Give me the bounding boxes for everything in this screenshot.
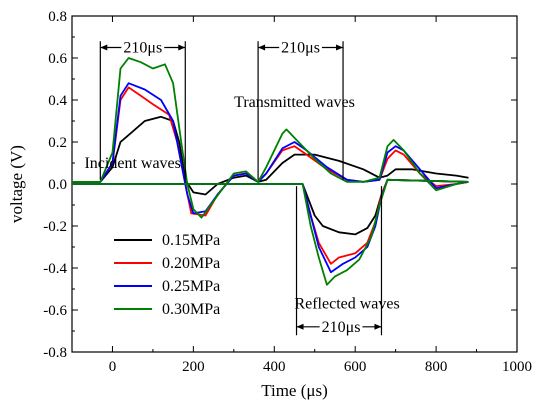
- annotation-label: 210μs: [281, 40, 320, 57]
- annotation-label: 210μs: [123, 40, 162, 57]
- series-layer: [72, 57, 469, 286]
- series-line-6: [72, 178, 469, 274]
- annotation-label: Reflected waves: [294, 296, 399, 313]
- annotation-label: Transmitted waves: [234, 94, 355, 111]
- y-axis-label: voltage (V): [7, 145, 26, 223]
- series-line-3: [72, 57, 469, 219]
- span-arrowhead-left-2: [296, 323, 304, 330]
- annotation-label: 210μs: [322, 319, 361, 336]
- y-tick-label: -0.4: [43, 261, 67, 277]
- x-tick-label: 800: [425, 359, 448, 375]
- y-tick-label: 0.8: [48, 9, 67, 25]
- legend-label-0: 0.15MPa: [162, 232, 220, 249]
- annotation-label-bg: [121, 39, 165, 57]
- series-line-4: [72, 178, 469, 236]
- y-tick-label: 0.4: [48, 93, 67, 109]
- y-tick-label: 0.2: [48, 135, 67, 151]
- x-tick-label: 400: [263, 359, 286, 375]
- legend: 0.15MPa 0.20MPa 0.25MPa 0.30MPa: [114, 232, 220, 318]
- x-tick-label: 0: [109, 359, 117, 375]
- legend-label-3: 0.30MPa: [162, 301, 220, 318]
- x-tick-label: 600: [344, 359, 367, 375]
- annotation-label-bg: [279, 39, 322, 57]
- legend-label-1: 0.20MPa: [162, 255, 220, 272]
- x-axis-label: Time (μs): [261, 381, 328, 400]
- x-tick-label: 1000: [502, 359, 532, 375]
- x-tick-label: 200: [182, 359, 205, 375]
- span-arrowhead-right-2: [374, 323, 382, 330]
- y-tick-label: 0.6: [48, 51, 67, 67]
- annotation-label: Incident waves: [84, 155, 180, 172]
- legend-label-2: 0.25MPa: [162, 278, 220, 295]
- series-line-5: [72, 178, 469, 265]
- span-arrowhead-right-1: [336, 44, 344, 51]
- span-arrowhead-right-0: [178, 44, 186, 51]
- y-tick-label: 0.0: [48, 177, 67, 193]
- annotation-label-bg: [319, 318, 363, 336]
- y-tick-label: -0.2: [43, 219, 67, 235]
- span-arrowhead-left-1: [258, 44, 266, 51]
- series-line-7: [72, 178, 469, 286]
- span-arrowhead-left-0: [100, 44, 108, 51]
- y-tick-label: -0.6: [43, 303, 67, 319]
- span-layer: [99, 41, 383, 336]
- annotation-layer: Incident waves Transmitted waves Reflected…: [84, 39, 400, 336]
- series-line-0: [72, 115, 469, 196]
- y-tick-label: -0.8: [43, 345, 67, 361]
- axes: 0 200 400 600 800 1000-0.8-0.6-0.4-0.20.00.20…: [7, 9, 532, 400]
